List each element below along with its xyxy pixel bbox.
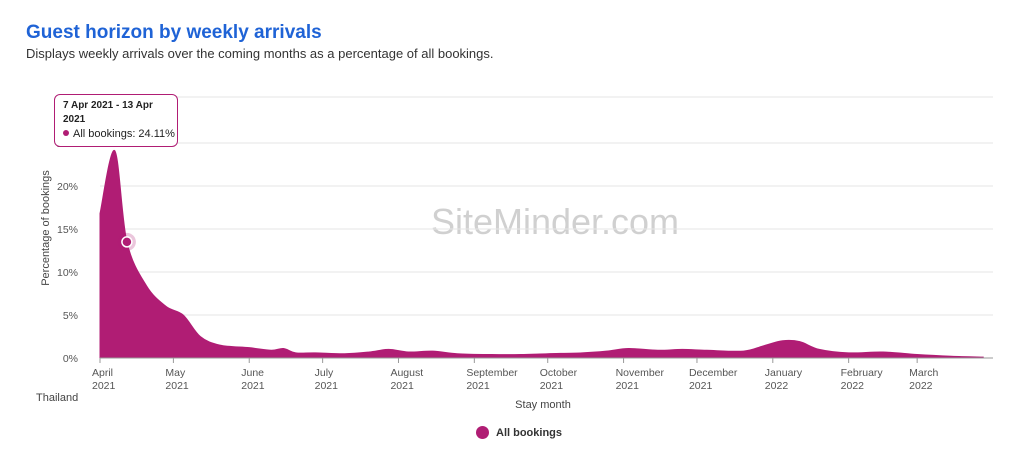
- x-tick-label-month: June: [241, 367, 264, 379]
- data-tooltip: 7 Apr 2021 - 13 Apr 2021 All bookings: 2…: [54, 94, 178, 147]
- series-area-all-bookings[interactable]: [99, 150, 984, 359]
- x-tick-label-month: October: [540, 367, 578, 379]
- tooltip-value: All bookings: 24.11%: [73, 128, 175, 140]
- highlight-point[interactable]: [121, 236, 133, 248]
- watermark: SiteMinder.com: [431, 201, 679, 242]
- x-tick-label-year: 2022: [909, 380, 933, 392]
- x-axis-ticks: April2021May2021June2021July2021August20…: [92, 357, 993, 392]
- chart-title: Guest horizon by weekly arrivals: [26, 22, 322, 43]
- x-tick-label-year: 2021: [315, 380, 339, 392]
- x-tick-label-year: 2021: [616, 380, 640, 392]
- x-tick-label-month: December: [689, 367, 738, 379]
- y-tick-label: 5%: [63, 310, 78, 322]
- series-area-layer: [99, 150, 984, 359]
- x-tick-label-year: 2021: [165, 380, 189, 392]
- y-axis-ticks: 0%5%10%15%20%25%: [57, 138, 78, 365]
- x-tick-label-month: April: [92, 367, 113, 379]
- x-tick-label-year: 2021: [689, 380, 713, 392]
- tooltip-date-range: 7 Apr 2021 - 13 Apr 2021: [63, 100, 153, 125]
- x-tick-label-year: 2021: [466, 380, 490, 392]
- highlight-marker-layer: [117, 232, 136, 251]
- x-tick-label-year: 2021: [540, 380, 564, 392]
- y-tick-label: 0%: [63, 353, 78, 365]
- x-tick-label-month: July: [315, 367, 334, 379]
- legend-item-all-bookings[interactable]: All bookings: [476, 426, 562, 439]
- chart-subtitle: Displays weekly arrivals over the coming…: [26, 46, 494, 61]
- x-tick-label-month: November: [616, 367, 665, 379]
- x-tick-label-year: 2021: [241, 380, 265, 392]
- x-axis-title: Stay month: [515, 399, 571, 411]
- series-dot-icon: [63, 130, 69, 136]
- tooltip-value-row: All bookings: 24.11%: [63, 127, 175, 141]
- x-tick-label-month: May: [165, 367, 186, 379]
- x-tick-label-year: 2021: [390, 380, 414, 392]
- y-tick-label: 20%: [57, 181, 78, 193]
- x-tick-label-year: 2022: [841, 380, 865, 392]
- x-tick-label-year: 2022: [765, 380, 789, 392]
- region-label: Thailand: [36, 392, 79, 404]
- x-tick-label-month: January: [765, 367, 803, 379]
- x-tick-label-month: March: [909, 367, 938, 379]
- y-axis-title: Percentage of bookings: [40, 170, 52, 286]
- y-tick-label: 10%: [57, 267, 78, 279]
- legend-dot-icon: [476, 426, 489, 439]
- y-tick-label: 15%: [57, 224, 78, 236]
- x-tick-label-month: August: [390, 367, 423, 379]
- x-tick-label-month: September: [466, 367, 518, 379]
- x-tick-label-month: February: [841, 367, 884, 379]
- legend-label: All bookings: [496, 426, 562, 439]
- x-tick-label-year: 2021: [92, 380, 116, 392]
